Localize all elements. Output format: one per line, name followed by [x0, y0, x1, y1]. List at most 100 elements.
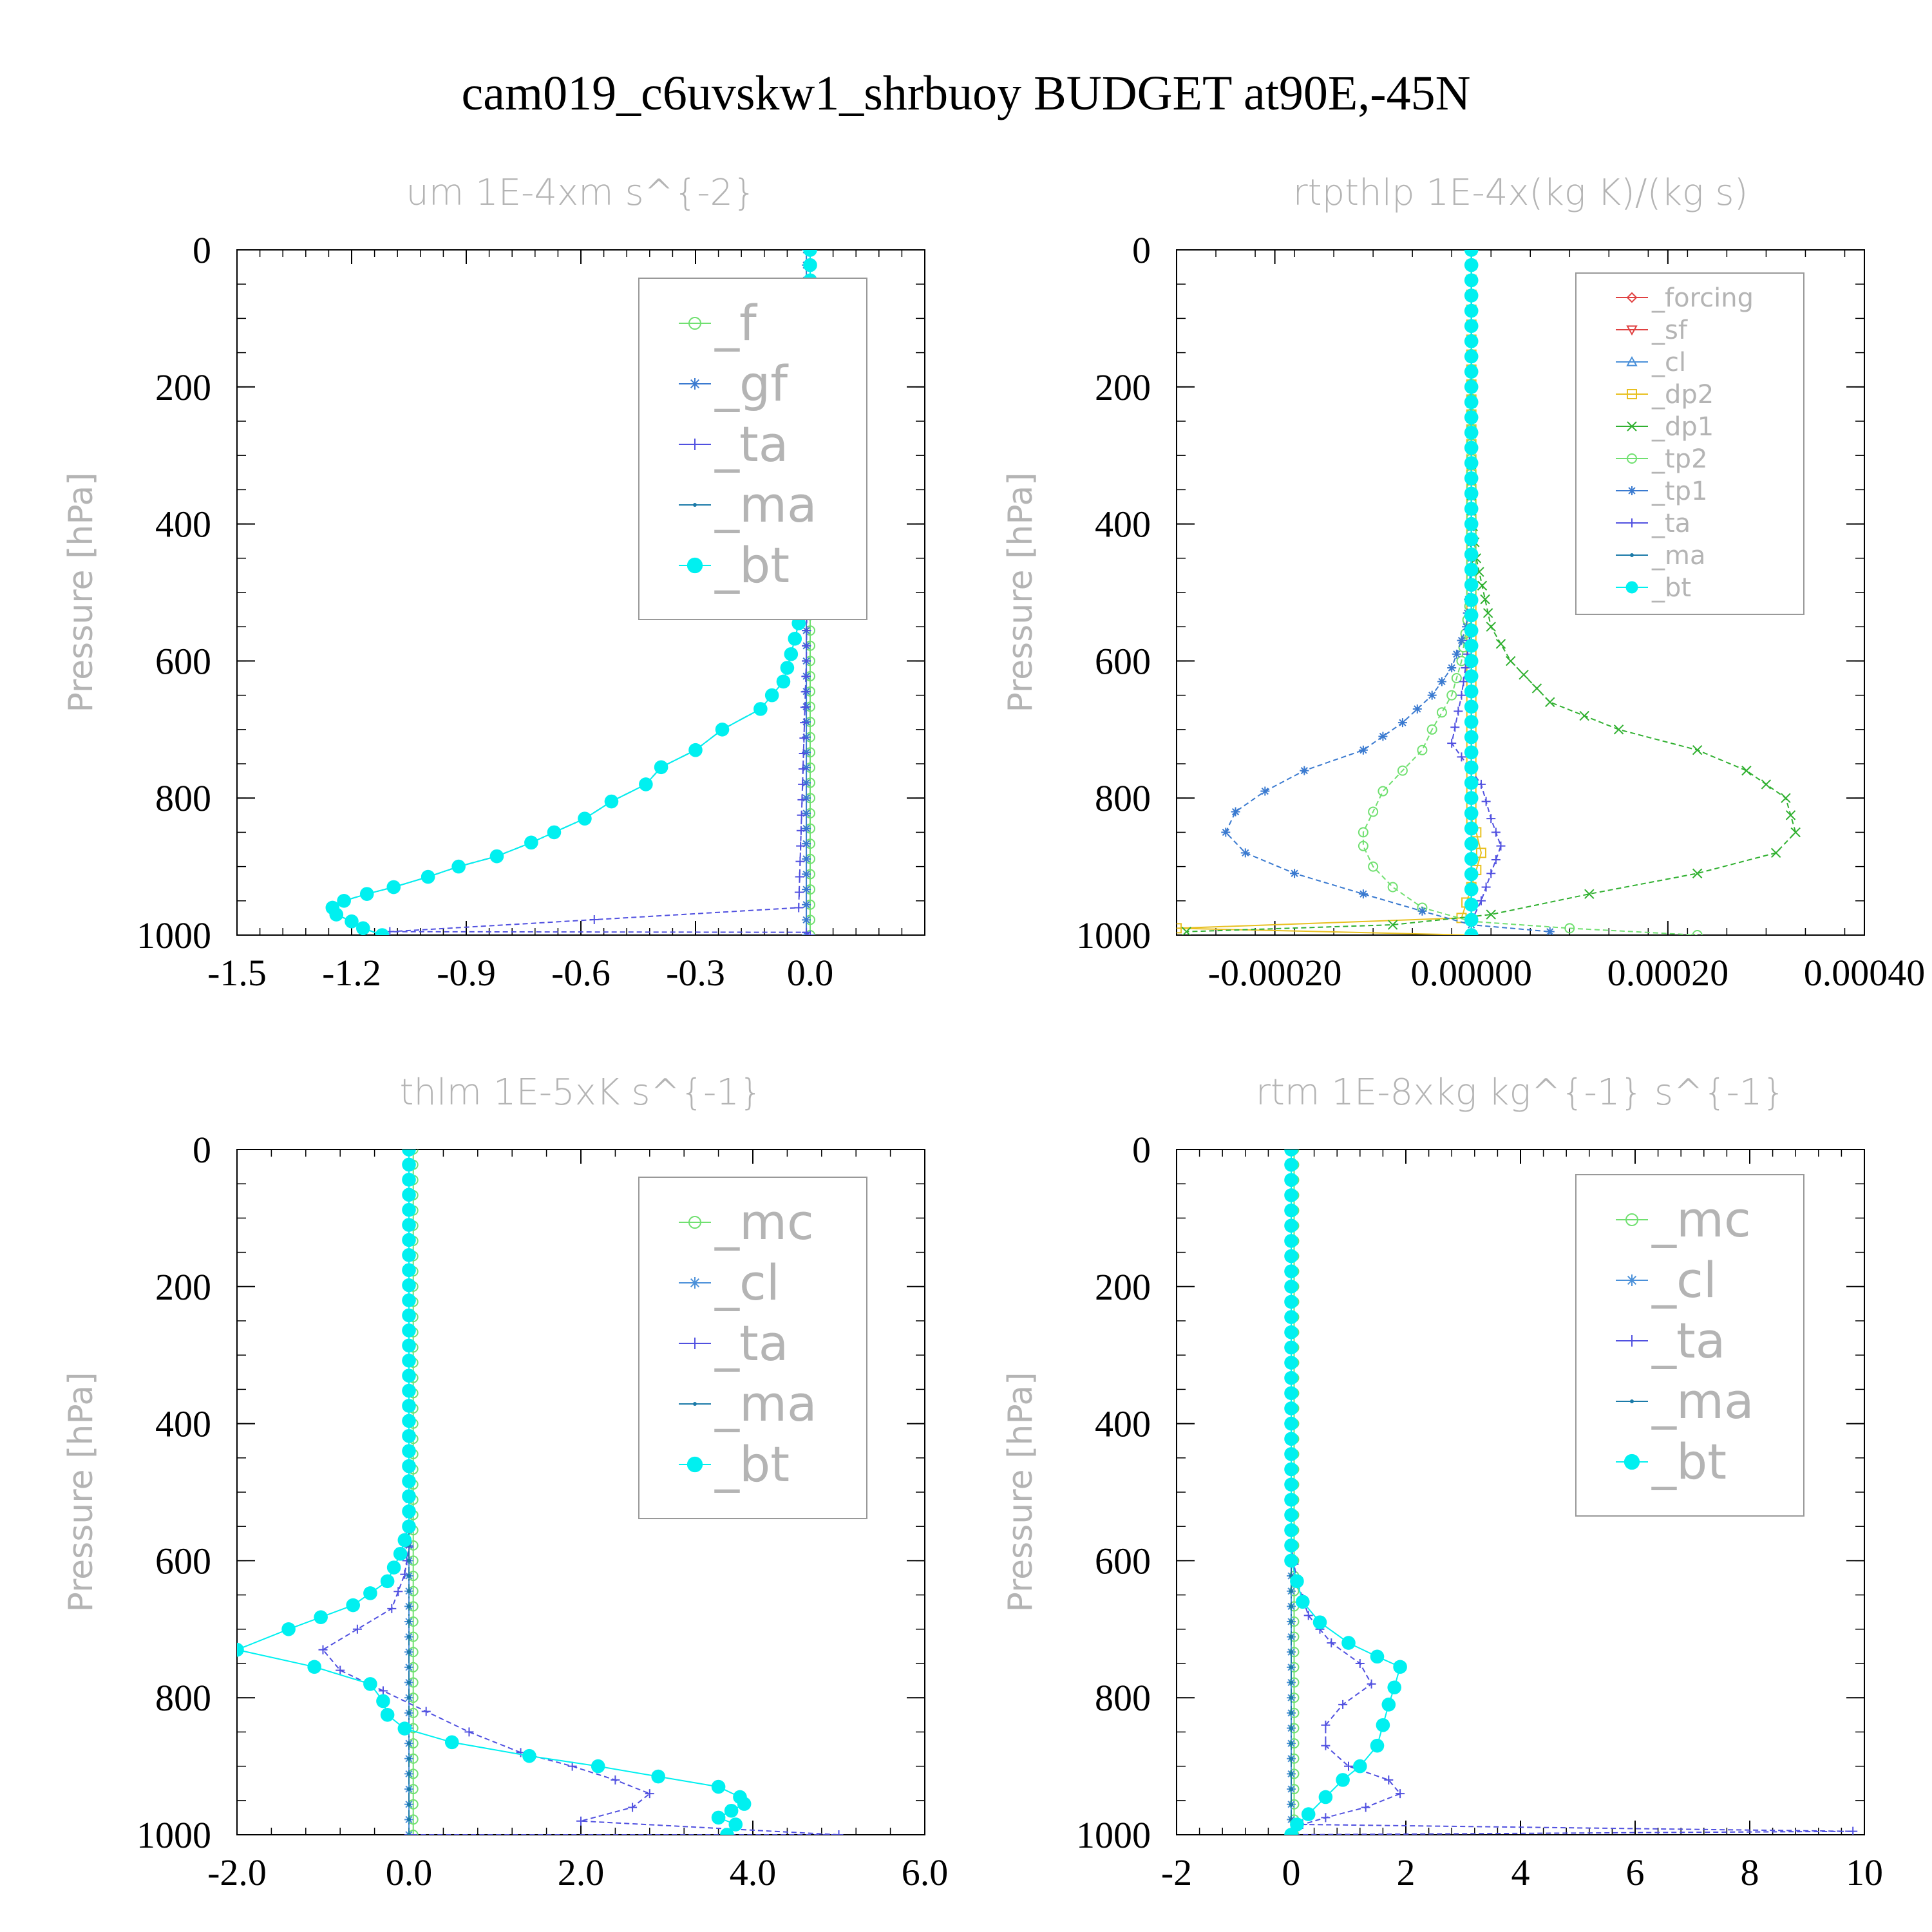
data-point: [1284, 1523, 1298, 1537]
y-tick-label: 800: [155, 777, 211, 819]
data-point: [376, 1694, 390, 1709]
data-point: [1464, 471, 1479, 486]
data-point: [1384, 1775, 1394, 1785]
data-point: [1284, 1401, 1298, 1416]
data-point: [802, 900, 811, 909]
legend-marker: [1626, 355, 1638, 366]
data-point: [1181, 926, 1191, 935]
legend-item-bt: _bt: [1616, 573, 1691, 603]
data-point: [1564, 923, 1575, 934]
data-point: [1240, 848, 1250, 858]
data-point: [1284, 1280, 1298, 1294]
data-point: [654, 760, 668, 775]
data-point: [1381, 1698, 1396, 1712]
chart-panel-1: um 1E-4xm s^{-2} Pressure [hPa] -1.5 -1.2 -0…: [62, 172, 925, 994]
data-point: [1464, 608, 1479, 623]
data-point: [402, 1459, 416, 1473]
data-point: [728, 1817, 743, 1832]
data-point: [1321, 1720, 1331, 1730]
data-point: [397, 1721, 412, 1736]
legend-item-forcing: _forcing: [1616, 283, 1754, 313]
data-point: [1289, 1772, 1293, 1776]
data-point: [1464, 578, 1479, 592]
legend-marker: [689, 1338, 701, 1349]
data-point: [402, 1173, 416, 1187]
data-point: [802, 839, 811, 849]
legend-marker: [1624, 1454, 1640, 1470]
data-point: [1284, 1188, 1298, 1202]
data-point: [796, 841, 806, 851]
x-tick-label: -0.3: [666, 952, 725, 994]
data-point: [576, 1816, 585, 1826]
legend-label: _bt: [1651, 1433, 1727, 1490]
data-point: [407, 1604, 411, 1609]
data-point: [1464, 334, 1479, 348]
data-point: [1358, 840, 1368, 851]
data-point: [1284, 1553, 1298, 1568]
y-tick-label: 800: [155, 1677, 211, 1719]
data-point: [314, 1610, 328, 1624]
data-point: [724, 1803, 739, 1818]
data-point: [628, 1803, 638, 1812]
data-point: [1486, 814, 1496, 824]
data-point: [1486, 869, 1496, 878]
legend-label: _ma: [714, 476, 817, 533]
x-tick-label: -0.00020: [1208, 952, 1342, 994]
legend-label: _cl: [714, 1254, 780, 1311]
legend-box: [638, 1177, 867, 1519]
data-point: [464, 1727, 474, 1737]
y-tick-label: 400: [155, 504, 211, 545]
x-tick-label: 0.00000: [1410, 952, 1532, 994]
data-point: [1353, 1759, 1367, 1774]
data-point: [1464, 395, 1479, 410]
data-point: [378, 1686, 388, 1696]
data-point: [1284, 1310, 1298, 1324]
data-point: [797, 810, 806, 820]
data-point: [1464, 349, 1479, 364]
data-point: [1476, 779, 1486, 789]
legend-item-cl: _cl: [679, 1254, 780, 1311]
series-line: [1291, 1150, 1853, 1835]
data-point: [1584, 889, 1595, 899]
x-tick-label: 6: [1626, 1852, 1645, 1893]
data-point: [1344, 1761, 1353, 1771]
legend-item-ta: _ta: [1616, 1312, 1725, 1369]
legend-item-cl: _cl: [1616, 348, 1686, 377]
legend-label: _ta: [714, 1314, 788, 1372]
x-tick-label: 10: [1846, 1852, 1883, 1893]
legend-label: _ma: [1651, 1372, 1754, 1430]
y-tick-label: 0: [193, 229, 211, 271]
data-point: [800, 703, 810, 712]
data-point: [1446, 690, 1457, 701]
data-point: [1355, 1659, 1365, 1668]
legend-marker: [1626, 325, 1638, 336]
data-point: [1358, 745, 1368, 755]
data-point: [1289, 1589, 1293, 1593]
data-point: [407, 1833, 411, 1835]
data-point: [1464, 547, 1479, 562]
data-point: [1284, 1386, 1298, 1401]
data-point: [802, 793, 811, 803]
data-point: [1289, 1726, 1293, 1730]
data-point: [1368, 806, 1379, 817]
data-point: [1464, 730, 1479, 744]
data-point: [407, 1802, 411, 1806]
data-point: [402, 1150, 416, 1157]
legend-item-f: _f: [679, 294, 758, 352]
data-point: [1790, 827, 1801, 838]
data-point: [1289, 1741, 1293, 1746]
legend-item-ma: _ma: [1616, 541, 1705, 571]
data-point: [794, 887, 804, 897]
legend-marker: [687, 1456, 703, 1473]
data-point: [1464, 410, 1479, 424]
legend-marker: [693, 503, 697, 507]
legend-marker: [1625, 1213, 1638, 1226]
legend-item-bt: _bt: [679, 1435, 790, 1493]
legend-marker: [688, 317, 701, 330]
series-line: [1186, 250, 1797, 933]
data-point: [1284, 1264, 1298, 1278]
y-tick-label: 200: [1095, 366, 1151, 408]
legend-label: _bt: [714, 536, 790, 594]
data-point: [794, 903, 804, 913]
data-point: [802, 717, 811, 726]
